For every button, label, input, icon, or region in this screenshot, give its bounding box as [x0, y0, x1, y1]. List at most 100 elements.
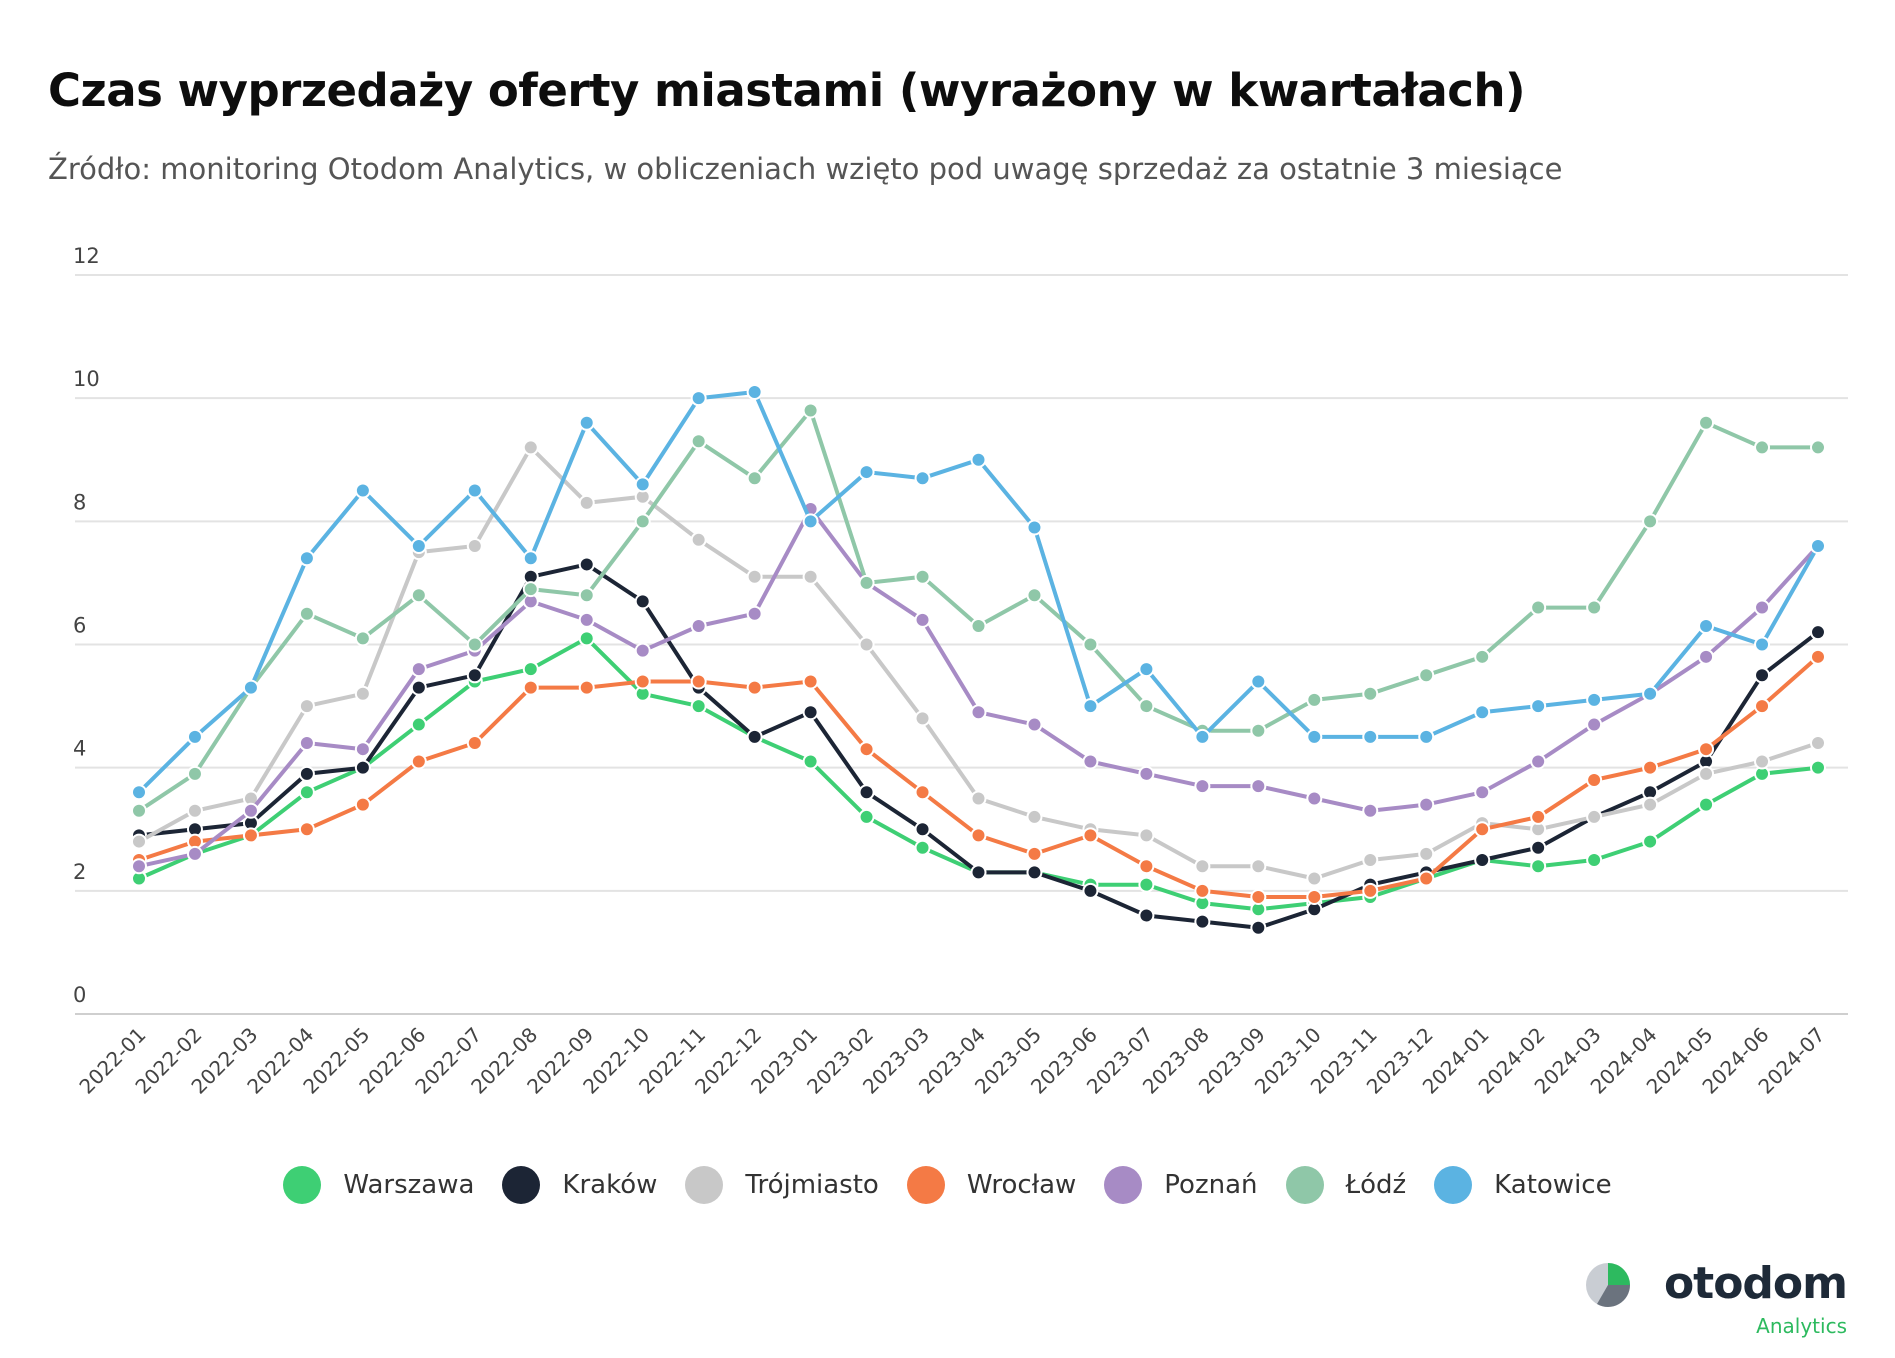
data-point	[914, 611, 931, 628]
data-point	[690, 433, 707, 450]
data-point	[1586, 599, 1603, 616]
data-point	[186, 802, 203, 819]
data-point	[914, 821, 931, 838]
data-point	[1138, 698, 1155, 715]
series-kraków	[131, 556, 1826, 936]
data-point	[1586, 852, 1603, 869]
legend-label: Warszawa	[343, 1170, 475, 1200]
data-point	[1418, 845, 1435, 862]
legend-label: Kraków	[562, 1170, 658, 1200]
data-point	[131, 858, 147, 875]
data-point	[1026, 519, 1043, 536]
data-point	[802, 402, 819, 419]
otodom-logo-icon	[1586, 1263, 1630, 1307]
data-point	[186, 765, 203, 782]
data-point	[634, 642, 651, 659]
legend-label: Wrocław	[966, 1170, 1077, 1200]
data-point	[1530, 698, 1547, 715]
legend-label: Poznań	[1164, 1170, 1258, 1200]
data-point	[578, 611, 595, 628]
data-point	[522, 581, 539, 598]
data-point	[1754, 698, 1771, 715]
y-tick-label: 12	[73, 244, 100, 268]
data-point	[410, 587, 427, 604]
legend-item: Łódź	[1285, 1166, 1406, 1204]
data-point	[634, 593, 651, 610]
data-point	[1530, 858, 1547, 875]
data-point	[466, 735, 483, 752]
data-point	[186, 845, 203, 862]
data-point	[1698, 765, 1715, 782]
data-point	[746, 605, 763, 622]
data-point	[1250, 888, 1267, 905]
series-lines	[131, 384, 1826, 936]
data-point	[1810, 648, 1826, 665]
data-point	[354, 685, 371, 702]
data-point	[914, 470, 931, 487]
data-point	[578, 494, 595, 511]
data-point	[1642, 833, 1659, 850]
data-point	[1026, 716, 1043, 733]
data-point	[1586, 771, 1603, 788]
data-point	[690, 618, 707, 635]
data-point	[522, 550, 539, 567]
data-point	[690, 673, 707, 690]
data-point	[298, 605, 315, 622]
data-point	[1362, 728, 1379, 745]
data-point	[578, 630, 595, 647]
legend-item: Trójmiasto	[685, 1166, 879, 1204]
data-point	[1418, 667, 1435, 684]
data-point	[858, 636, 875, 653]
data-point	[634, 476, 651, 493]
data-point	[1026, 864, 1043, 881]
data-point	[746, 679, 763, 696]
data-point	[1698, 648, 1715, 665]
data-point	[1530, 839, 1547, 856]
data-point	[1530, 753, 1547, 770]
data-point	[1754, 753, 1771, 770]
data-point	[578, 679, 595, 696]
y-tick-label: 6	[73, 614, 86, 638]
legend-item: Wrocław	[906, 1166, 1077, 1204]
data-point	[1810, 439, 1826, 456]
series-łódź	[131, 402, 1826, 819]
data-point	[298, 821, 315, 838]
legend-item: Kraków	[502, 1166, 657, 1204]
data-point	[1698, 414, 1715, 431]
data-point	[970, 451, 987, 468]
data-point	[970, 864, 987, 881]
series-line	[137, 507, 1820, 869]
data-point	[746, 384, 763, 401]
data-point	[242, 802, 259, 819]
data-point	[1474, 648, 1491, 665]
data-point	[1306, 691, 1323, 708]
y-tick-label: 10	[73, 367, 100, 391]
legend-swatch	[1434, 1166, 1473, 1204]
data-point	[1362, 802, 1379, 819]
data-point	[298, 784, 315, 801]
legend-swatch	[1285, 1166, 1324, 1204]
data-point	[522, 661, 539, 678]
data-point	[131, 802, 147, 819]
y-tick-label: 0	[73, 983, 86, 1007]
series-line	[137, 408, 1820, 813]
legend-swatch	[685, 1166, 724, 1204]
data-point	[1754, 599, 1771, 616]
legend-label: Katowice	[1494, 1170, 1612, 1200]
data-point	[1530, 808, 1547, 825]
chart-subtitle: Źródło: monitoring Otodom Analytics, w o…	[48, 152, 1563, 186]
data-point	[1082, 827, 1099, 844]
data-point	[970, 790, 987, 807]
data-point	[578, 414, 595, 431]
line-chart: 0 2 4 6 8 10 12 2022-012022-022022-032022-0420…	[73, 244, 1848, 1099]
data-point	[746, 568, 763, 585]
data-point	[1642, 796, 1659, 813]
data-point	[970, 827, 987, 844]
data-point	[1418, 870, 1435, 887]
data-point	[690, 531, 707, 548]
data-point	[690, 390, 707, 407]
data-point	[1194, 882, 1211, 899]
data-point	[410, 537, 427, 554]
legend-swatch	[906, 1166, 945, 1204]
series-line	[137, 445, 1820, 881]
